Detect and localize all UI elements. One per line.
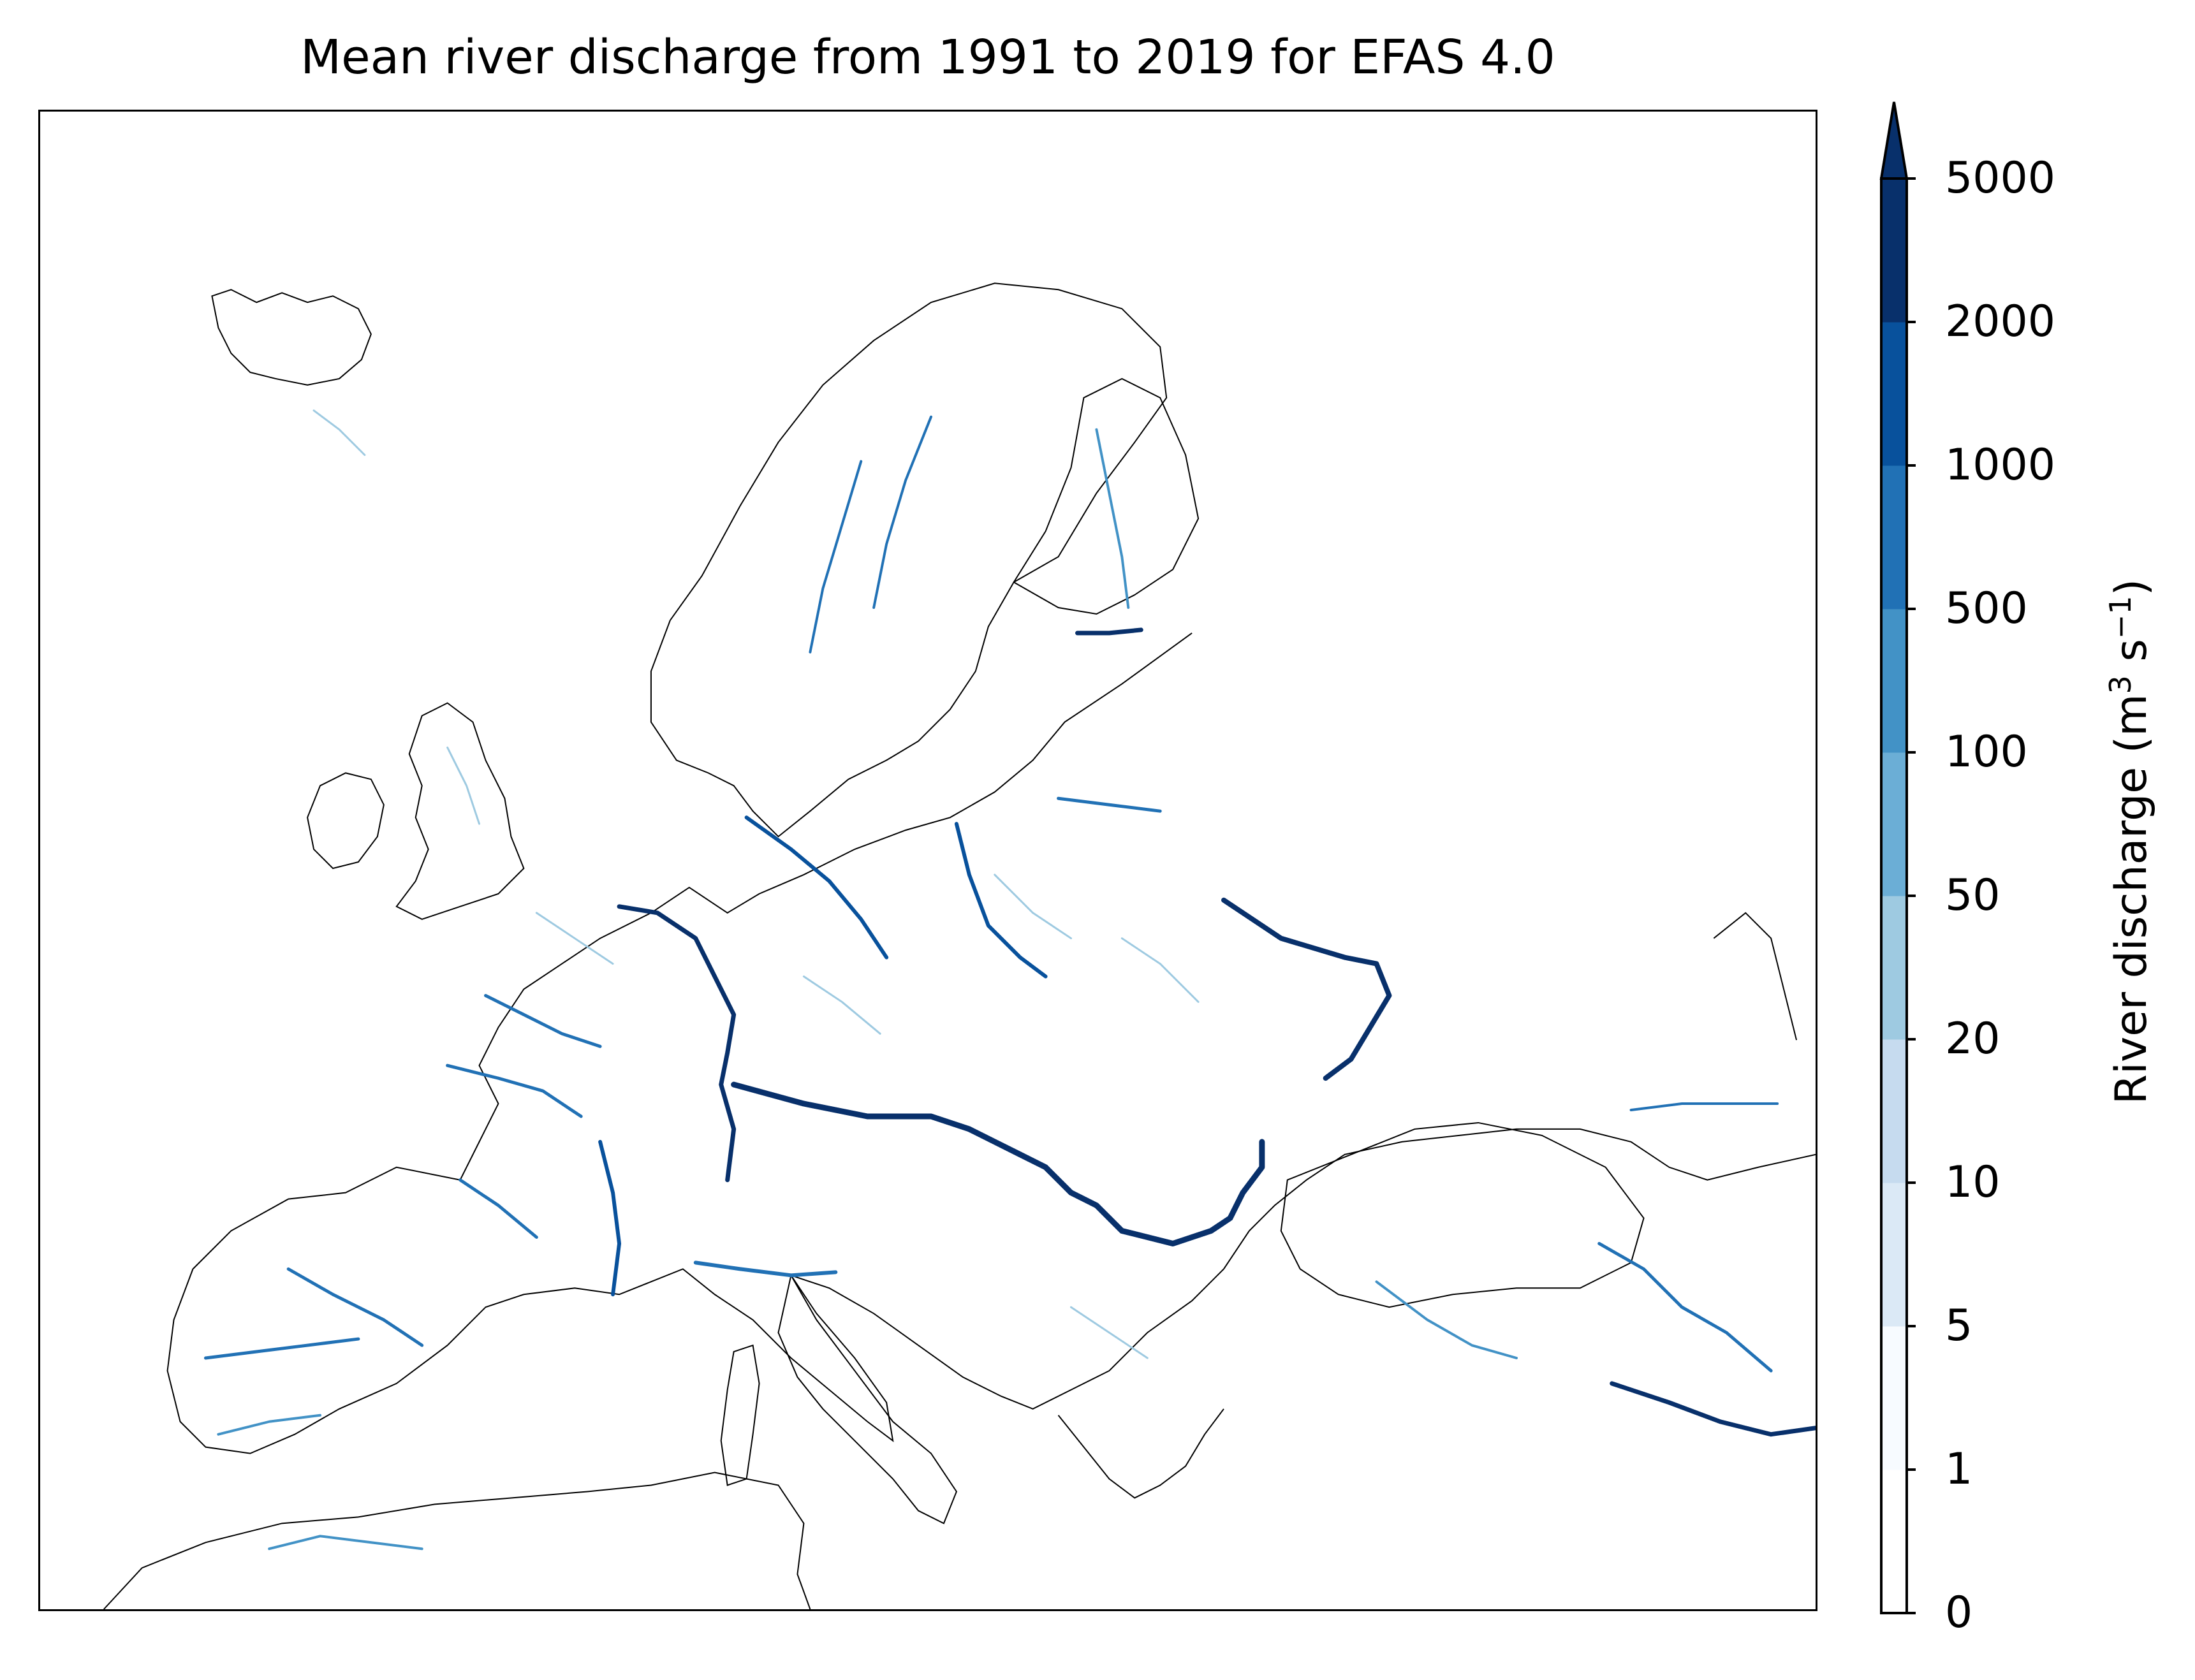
river-north-africa bbox=[268, 1535, 423, 1551]
river-minor-2 bbox=[1120, 937, 1200, 1003]
colorbar-tick-label: 1000 bbox=[1945, 440, 2056, 490]
rivers bbox=[203, 409, 1816, 1551]
coastline-finland bbox=[1013, 377, 1200, 615]
colorbar-tick-label: 50 bbox=[1945, 870, 2000, 921]
river-daugava bbox=[1057, 796, 1162, 813]
coastline-scandinavia bbox=[650, 282, 1168, 838]
coastline-corsica-sardinia bbox=[720, 1344, 760, 1486]
river-rhone bbox=[598, 1139, 622, 1297]
colorbar-tick-label: 2000 bbox=[1945, 296, 2056, 347]
coastline-iceland bbox=[211, 289, 372, 386]
europe-map bbox=[103, 282, 1816, 1609]
colorbar-segments bbox=[1879, 101, 1909, 1614]
river-scandinavia-2 bbox=[872, 415, 932, 610]
colorbar-segment bbox=[1881, 322, 1907, 466]
colorbar-segment bbox=[1881, 1470, 1907, 1614]
river-anatolia bbox=[1375, 1280, 1518, 1360]
river-finland bbox=[1095, 428, 1130, 610]
coastline-ireland bbox=[307, 772, 385, 870]
river-tigris bbox=[1597, 1241, 1773, 1373]
map-panel bbox=[38, 110, 1817, 1611]
colorbar-tick-label: 500 bbox=[1945, 583, 2028, 634]
colorbar bbox=[1879, 101, 1916, 1614]
river-minor-3 bbox=[802, 975, 881, 1035]
river-vistula bbox=[954, 822, 1048, 979]
river-elbe bbox=[744, 815, 889, 960]
river-seine bbox=[484, 993, 602, 1048]
colorbar-segment bbox=[1881, 465, 1907, 610]
river-rhine bbox=[617, 904, 737, 1183]
colorbar-segment bbox=[1881, 179, 1907, 323]
river-garonne bbox=[459, 1178, 538, 1239]
colorbar-tick-label: 0 bbox=[1945, 1588, 1973, 1638]
river-minor-4 bbox=[535, 912, 614, 965]
river-minor-5 bbox=[1070, 1306, 1149, 1359]
river-loire bbox=[446, 1063, 583, 1118]
coastline-north-africa bbox=[103, 1472, 811, 1609]
coastline-greece bbox=[1057, 1408, 1224, 1499]
colorbar-tick-label: 5 bbox=[1945, 1301, 1973, 1351]
colorbar-tick-label: 1 bbox=[1945, 1444, 1973, 1494]
colorbar-extend-arrow bbox=[1879, 101, 1909, 180]
colorbar-ticks bbox=[1907, 177, 1916, 1614]
colorbar-segment bbox=[1881, 896, 1907, 1040]
coastline-continental-europe bbox=[166, 632, 1816, 1454]
river-po bbox=[693, 1260, 838, 1278]
coastline-caspian bbox=[1713, 912, 1798, 1041]
river-euphrates bbox=[1610, 1381, 1816, 1437]
coastline-great-britain bbox=[395, 702, 525, 920]
river-minor-1 bbox=[994, 873, 1073, 940]
river-dnieper bbox=[1221, 897, 1392, 1081]
river-minor-7 bbox=[446, 746, 481, 825]
river-scandinavia-1 bbox=[809, 460, 863, 654]
river-caucasus bbox=[1629, 1102, 1779, 1111]
river-ebro bbox=[286, 1267, 424, 1347]
colorbar-tick-label: 100 bbox=[1945, 727, 2028, 777]
coastline-black-sea bbox=[1280, 1121, 1645, 1308]
coastline-italy bbox=[777, 1273, 958, 1524]
colorbar-segment bbox=[1881, 1039, 1907, 1183]
river-danube bbox=[731, 1081, 1265, 1246]
coastlines bbox=[103, 282, 1816, 1609]
colorbar-segment bbox=[1881, 1326, 1907, 1470]
river-tagus bbox=[203, 1337, 360, 1360]
colorbar-tick-label: 5000 bbox=[1945, 153, 2056, 203]
river-guadalquivir bbox=[217, 1413, 322, 1436]
river-neva bbox=[1075, 627, 1143, 636]
colorbar-tick-label: 20 bbox=[1945, 1014, 2000, 1064]
colorbar-segment bbox=[1881, 609, 1907, 753]
colorbar-tick-label: 10 bbox=[1945, 1157, 2000, 1208]
river-minor-6 bbox=[312, 409, 366, 457]
colorbar-label: River discharge (m3 s−1) bbox=[2103, 578, 2157, 1105]
map-title: Mean river discharge from 1991 to 2019 f… bbox=[300, 30, 1555, 85]
colorbar-segment bbox=[1881, 752, 1907, 896]
colorbar-segment bbox=[1881, 1183, 1907, 1327]
